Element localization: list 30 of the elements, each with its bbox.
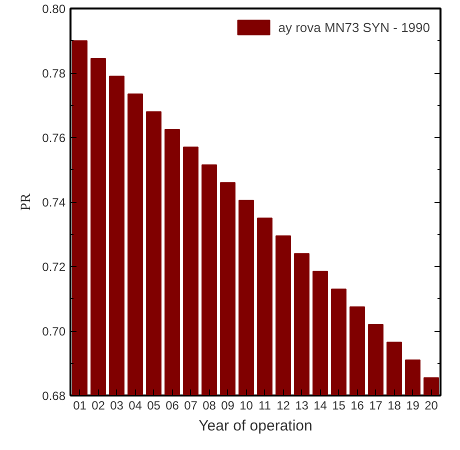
y-tick-label: 0.72 <box>42 260 66 274</box>
x-axis-title: Year of operation <box>198 418 312 434</box>
y-tick-label: 0.68 <box>42 389 66 403</box>
x-tick-label: 03 <box>110 398 124 412</box>
x-tick-label: 09 <box>221 398 235 412</box>
y-tick-label: 0.80 <box>42 2 66 16</box>
x-tick-label: 10 <box>240 398 254 412</box>
x-tick-label: 08 <box>202 398 216 412</box>
legend-label: ay rova MN73 SYN - 1990 <box>278 20 430 34</box>
x-tick-label: 05 <box>147 398 161 412</box>
y-axis-title: PR <box>19 192 34 211</box>
y-tick-label: 0.74 <box>42 196 66 210</box>
y-tick-label: 0.78 <box>42 66 66 80</box>
x-tick-label: 16 <box>350 398 364 412</box>
x-tick-label: 15 <box>332 398 346 412</box>
x-tick-label: 18 <box>388 398 402 412</box>
x-tick-label: 07 <box>184 398 198 412</box>
x-tick-label: 12 <box>276 398 290 412</box>
x-tick-label: 02 <box>92 398 106 412</box>
x-tick-label: 06 <box>166 398 180 412</box>
x-tick-label: 14 <box>314 398 328 412</box>
x-tick-label: 17 <box>369 398 383 412</box>
y-tick-label: 0.76 <box>42 131 66 145</box>
y-tick-label: 0.70 <box>42 324 66 338</box>
x-tick-label: 11 <box>258 398 272 412</box>
x-tick-label: 01 <box>73 398 87 412</box>
x-tick-label: 13 <box>295 398 309 412</box>
x-tick-label: 19 <box>406 398 420 412</box>
x-tick-label: 20 <box>424 398 438 412</box>
x-tick-label: 04 <box>128 398 142 412</box>
